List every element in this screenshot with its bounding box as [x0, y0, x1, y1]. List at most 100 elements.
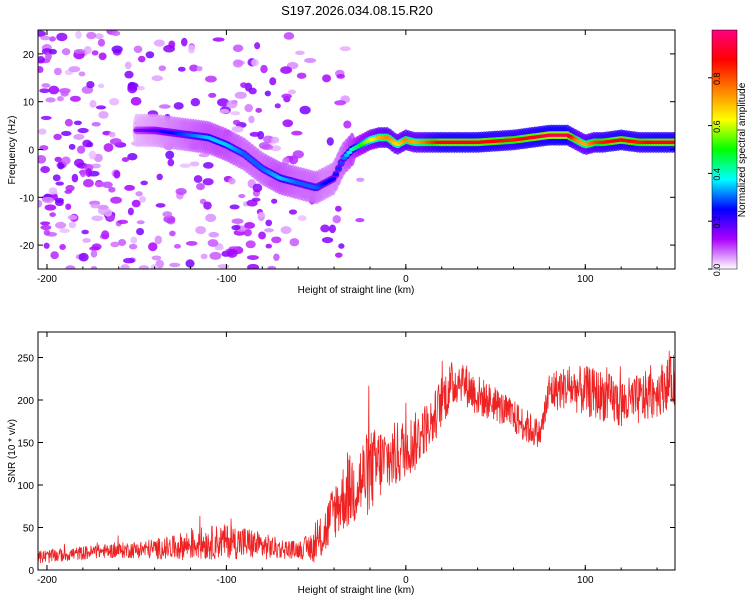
spectrogram-cell [53, 67, 62, 76]
spectrogram-cell [196, 65, 203, 72]
spectrogram-cell [61, 48, 71, 56]
spectrogram-cell [672, 140, 675, 145]
spectrogram-cell [145, 51, 155, 59]
spectrogram-cell [205, 213, 217, 223]
snr-background [38, 332, 675, 570]
spectrogram-cell [338, 243, 345, 249]
spectrogram-cell [229, 204, 240, 210]
spectrogram-cells [38, 30, 675, 269]
spectrogram-cell [111, 45, 123, 54]
spectrogram-cell [48, 48, 57, 55]
spectrogram-cell [40, 165, 50, 174]
spectrogram-cell [140, 180, 148, 186]
spectrogram-cell [43, 229, 51, 236]
spectrogram-cell [177, 66, 186, 72]
spectrogram-cell [232, 119, 241, 125]
spectrogram-cell [217, 98, 229, 107]
spectrogram-cell [295, 50, 305, 56]
spectrogram-cell [289, 238, 300, 247]
spectrogram-cell [271, 136, 280, 144]
colorbar-label: Normalized spectral amplitude [737, 82, 748, 217]
spectrogram-cell [219, 108, 230, 114]
spectrogram-cell [281, 93, 293, 99]
spectrogram-cell [238, 193, 246, 199]
spectrogram-cell [346, 150, 353, 155]
spectrogram-cell [175, 187, 187, 196]
spectrogram-cell [88, 150, 97, 160]
spectrogram-cell [299, 105, 311, 115]
spectrogram-cell [136, 227, 145, 236]
spectrogram-cell [103, 208, 113, 217]
spectrogram-cell [151, 255, 162, 261]
spectrogram-cell [274, 103, 281, 109]
spectrogram-cell [207, 239, 219, 247]
spectrogram-cell [335, 166, 342, 171]
spectrogram-cell [230, 111, 241, 116]
colorbar-tick-label: 0.4 [712, 168, 722, 181]
spectrogram-cell [228, 177, 236, 185]
spectrogram-cell [79, 169, 87, 178]
spectrogram-cell [65, 265, 76, 269]
spectrogram-cell [226, 100, 238, 109]
spectrogram-cell [154, 235, 163, 245]
spectrogram-cell [340, 156, 347, 160]
spectrogram-cell [162, 211, 173, 218]
spectrogram-cell [326, 137, 334, 146]
spectrogram-cell [247, 263, 260, 269]
spectrogram-cell [111, 30, 121, 37]
spectrogram-cell [248, 115, 255, 124]
spectrogram-cell [155, 203, 166, 208]
spectrogram-cell [195, 226, 207, 235]
spectrogram-cell [138, 265, 149, 269]
spectrogram-cell [109, 97, 120, 106]
spectrogram-cell [50, 251, 59, 260]
spectrogram-cell [68, 66, 81, 73]
snr-ytick-label: 200 [17, 396, 34, 407]
spectrogram-cell [77, 127, 89, 134]
spectrogram-cell [42, 196, 54, 204]
spectrogram-cell [291, 130, 303, 136]
spectrogram-cell [288, 209, 298, 215]
spectrogram-cell [240, 82, 248, 88]
spectrogram-cell [304, 58, 317, 63]
spectrogram-cell [83, 46, 92, 55]
spectrogram-cell [73, 133, 85, 140]
spectrogram-cell [108, 186, 116, 193]
colorbar-ticks: 0.0 0.2 0.4 0.6 0.8 [708, 73, 722, 276]
spectrogram-cell [280, 66, 292, 74]
spectrogram-cell [48, 36, 57, 42]
snr-ytick-label: 50 [23, 524, 35, 535]
spectrogram-cell [202, 161, 214, 169]
spectrogram-cell [67, 214, 78, 220]
spectrogram-cell [212, 37, 225, 42]
spectrogram-cell [181, 37, 188, 47]
spectrogram-cell [91, 163, 101, 169]
spectrogram-cell [244, 222, 255, 229]
spectrogram-cell [217, 264, 230, 269]
spectrogram-cell [203, 201, 212, 210]
snr-xtick-label: 0 [403, 575, 409, 586]
spectrogram-cell [288, 89, 297, 95]
spectrogram-ytick-label: 20 [23, 50, 35, 61]
spectrogram-cell [45, 97, 56, 103]
spectrogram-cell [139, 195, 146, 203]
spectrogram-cell [56, 32, 68, 42]
spectrogram-cell [255, 107, 263, 113]
spectrogram-cell [130, 96, 142, 106]
snr-series-line [38, 350, 675, 564]
spectrogram-cell [232, 59, 244, 68]
spectrogram-cell [40, 221, 51, 226]
spectrogram-cell [339, 46, 351, 52]
snr-plot-area [38, 350, 675, 564]
spectrogram-cell [52, 174, 61, 182]
spectrogram-cell [82, 179, 94, 188]
spectrogram-cell [189, 64, 199, 72]
spectrogram-cell [124, 70, 134, 79]
spectrogram-cell [343, 153, 350, 158]
spectrogram-cell [202, 178, 214, 186]
colorbar-tick-label: 0.2 [712, 216, 722, 229]
spectrogram-cell [108, 131, 116, 138]
spectrogram-cell [282, 119, 294, 128]
